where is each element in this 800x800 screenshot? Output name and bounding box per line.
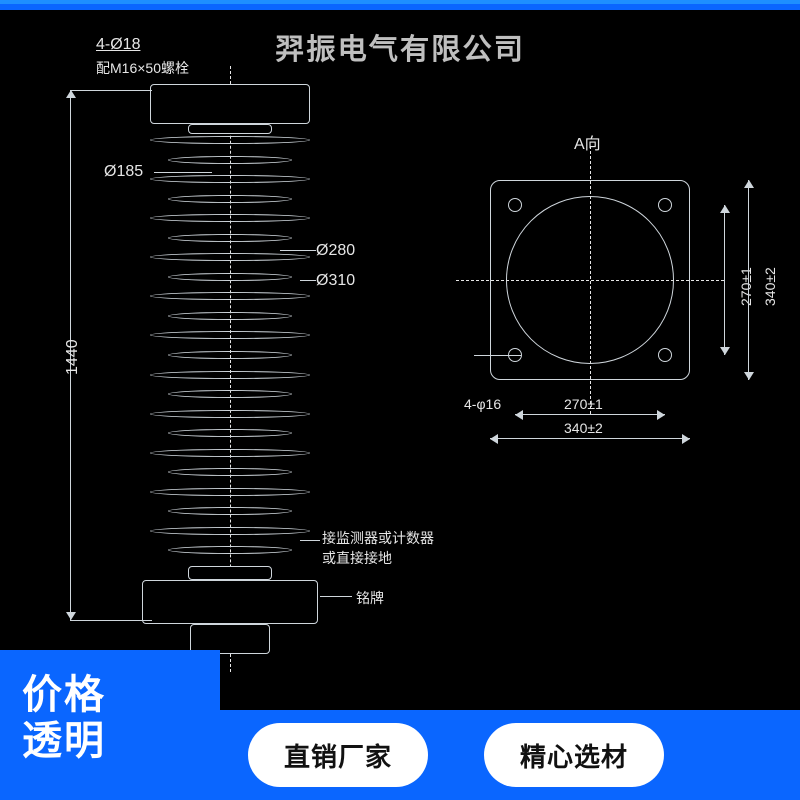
- leader-d185: [154, 172, 212, 173]
- top-accent: [0, 0, 800, 10]
- label-pitch-h1: 270±1: [564, 396, 603, 412]
- label-note-2: 或直接接地: [322, 548, 392, 568]
- label-d185: Ø185: [104, 163, 143, 181]
- label-holes: 4-φ16: [464, 396, 501, 412]
- flange-hole: [658, 198, 672, 212]
- flange-hole: [658, 348, 672, 362]
- insulator-base-flange: [142, 580, 318, 624]
- leader-d280: [280, 250, 316, 251]
- label-d280: Ø280: [316, 242, 355, 260]
- label-d310: Ø310: [316, 272, 355, 290]
- leader-d310: [300, 280, 316, 281]
- dim-pitch-h1: [515, 414, 665, 415]
- label-pitch-v1: 270±1: [738, 267, 754, 306]
- label-pitch-h2: 340±2: [564, 420, 603, 436]
- banner-pill-1: 直销厂家: [248, 723, 428, 787]
- dim-pitch-v1: [724, 205, 725, 355]
- flange-centerline-v: [590, 146, 591, 414]
- a-view-flange: [470, 160, 710, 400]
- insulator-top-cap: [150, 84, 310, 124]
- a-view-title: A向: [574, 130, 601, 154]
- dim-pitch-v2: [748, 180, 749, 380]
- promo-banner: 价格透明 直销厂家 精心选材: [0, 650, 800, 800]
- banner-headline: 价格透明: [22, 672, 106, 764]
- banner-pill-2: 精心选材: [484, 723, 664, 787]
- dim-ext-top: [70, 90, 152, 91]
- label-nameplate: 铭牌: [356, 588, 384, 608]
- insulator-bottom-neck: [188, 566, 272, 580]
- leader-holes: [474, 355, 521, 356]
- flange-hole: [508, 198, 522, 212]
- banner-left-pane: 价格透明: [0, 650, 220, 800]
- dim-ext-bottom: [70, 620, 152, 621]
- leader-nameplate: [320, 596, 352, 597]
- label-pitch-v2: 340±2: [762, 267, 778, 306]
- banner-right-pane: 直销厂家 精心选材: [220, 710, 800, 800]
- stage: 羿振电气有限公司 4-Ø18 配M16×50螺栓 Ø185 Ø280 Ø310 …: [0, 0, 800, 800]
- insulator-sheds: [150, 136, 310, 566]
- insulator-top-neck: [188, 124, 272, 134]
- label-note-1: 接监测器或计数器: [322, 528, 434, 548]
- callout-top-bolt: 4-Ø18: [96, 36, 140, 54]
- label-overall-height: 1440: [64, 339, 82, 375]
- leader-note: [300, 540, 320, 541]
- dim-pitch-h2: [490, 438, 690, 439]
